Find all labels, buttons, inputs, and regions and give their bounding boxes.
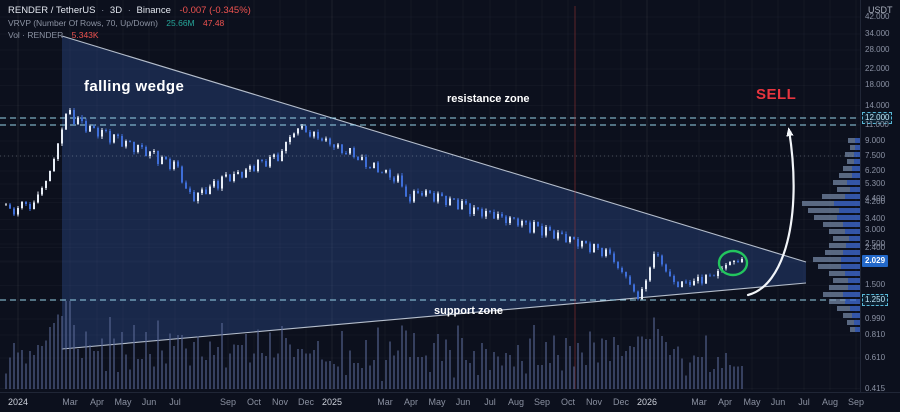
time-axis-label: Aug	[507, 397, 525, 407]
price-axis-label: 5.300	[865, 178, 886, 188]
breakout-arrow[interactable]	[746, 127, 795, 297]
interval-label[interactable]: 3D	[109, 5, 123, 16]
price-axis-label: 2.400	[865, 242, 886, 252]
price-axis-label: 4.400	[865, 193, 886, 203]
volume-indicator-label: Vol · RENDER	[8, 30, 64, 40]
time-axis-label: 2024	[7, 397, 29, 407]
time-axis-label: Oct	[560, 397, 576, 407]
time-axis-label: Dec	[612, 397, 630, 407]
time-axis-label: Nov	[585, 397, 603, 407]
wedge-trendline[interactable]	[61, 35, 807, 263]
time-axis-label: May	[743, 397, 761, 407]
price-axis-label: 0.610	[865, 352, 886, 362]
price-axis-label: 6.200	[865, 166, 886, 176]
price-axis-label: 7.500	[865, 150, 886, 160]
price-axis-label: 0.810	[865, 329, 886, 339]
time-axis-label: Sep	[219, 397, 237, 407]
price-axis-label: 2.500	[865, 239, 886, 249]
volume-legend-row[interactable]: Vol · RENDER 5.343K	[8, 29, 251, 41]
price-axis-label: 28.000	[865, 44, 890, 54]
symbol-legend-row[interactable]: RENDER / TetherUS · 3D · Binance -0.007 …	[8, 4, 251, 17]
vrvp-up-value: 25.66M	[166, 18, 195, 28]
price-axis-label: 1.500	[865, 280, 886, 290]
vrvp-down-value: 47.48	[203, 18, 225, 28]
time-axis-label: Aug	[821, 397, 839, 407]
volume-value: 5.343K	[71, 30, 99, 40]
price-axis-label: 0.415	[865, 383, 886, 393]
quote-currency-label: USDT	[868, 5, 893, 15]
volume-bars	[4, 301, 744, 389]
exchange-label: Binance	[136, 5, 171, 16]
vrvp-indicator-label: VRVP (Number Of Rows, 70, Up/Down)	[8, 18, 158, 28]
highlight-circle[interactable]	[717, 249, 749, 277]
time-axis-label: Mar	[62, 397, 78, 407]
separator-dot: ·	[101, 5, 105, 16]
time-axis-label: Jul	[798, 397, 810, 407]
price-axis-label: 18.000	[865, 80, 890, 90]
price-axis-label: 22.000	[865, 64, 890, 74]
sell-annotation[interactable]: SELL	[756, 86, 797, 103]
time-axis-label: May	[114, 397, 132, 407]
price-change-value: -0.007 (-0.345%)	[179, 5, 251, 16]
time-axis-label: Apr	[717, 397, 733, 407]
price-axis-label: 3.000	[865, 224, 886, 234]
price-axis-label: 14.000	[865, 100, 890, 110]
price-axis-label: 0.990	[865, 313, 886, 323]
time-axis-label: Apr	[403, 397, 419, 407]
resistance-zone-label[interactable]: resistance zone	[447, 93, 530, 105]
price-axis-label: 1.250	[862, 294, 889, 306]
time-axis-label: Jun	[141, 397, 157, 407]
vrvp-legend-row[interactable]: VRVP (Number Of Rows, 70, Up/Down) 25.66…	[8, 17, 251, 29]
time-axis-label: Dec	[297, 397, 315, 407]
time-axis-label: Jul	[169, 397, 181, 407]
time-axis-label: Nov	[271, 397, 289, 407]
price-axis-label: 12.000	[862, 112, 893, 124]
price-axis-label: 3.400	[865, 214, 886, 224]
volume-profile	[802, 138, 860, 332]
price-axis-label: 11.000	[865, 120, 889, 129]
time-axis-label: Jul	[484, 397, 496, 407]
symbol-name: RENDER / TetherUS	[8, 5, 96, 16]
price-axis-label: 9.000	[865, 136, 886, 146]
time-axis-label: May	[428, 397, 446, 407]
wedge-trendline[interactable]	[61, 282, 807, 350]
time-axis-label: Jun	[770, 397, 786, 407]
time-axis-label: 2025	[321, 397, 343, 407]
time-axis-label: Mar	[377, 397, 393, 407]
time-axis-label: Oct	[246, 397, 262, 407]
price-axis-label: 4.200	[865, 197, 886, 207]
pattern-annotation[interactable]: falling wedge	[84, 78, 185, 95]
price-axis-label: 42.000	[865, 12, 890, 22]
time-axis-label: Jun	[455, 397, 471, 407]
legend: RENDER / TetherUS · 3D · Binance -0.007 …	[8, 4, 251, 41]
time-axis-label: 2026	[636, 397, 658, 407]
support-zone-label[interactable]: support zone	[434, 305, 504, 317]
time-axis-label: Apr	[89, 397, 105, 407]
separator-dot: ·	[127, 5, 131, 16]
price-axis-label: 34.000	[865, 29, 890, 39]
candles	[4, 107, 744, 301]
last-price-label: 2.029	[862, 255, 889, 268]
time-axis-label: Sep	[533, 397, 551, 407]
time-axis[interactable]: 2024 Mar Apr May Jun Jul Sep Oct Nov Dec 2025 Mar Ap…	[0, 392, 900, 412]
time-axis-label: Sep	[847, 397, 865, 407]
time-axis-label: Mar	[691, 397, 707, 407]
price-axis[interactable]: 42.000 34.000 28.000 22.000 18.000 14.000 12.0…	[860, 0, 900, 393]
